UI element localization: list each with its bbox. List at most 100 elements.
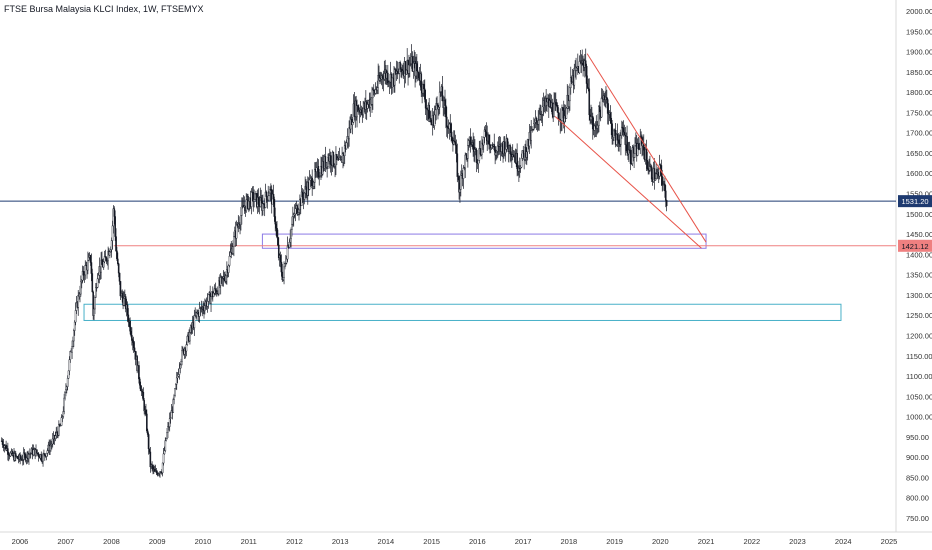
candle-body-235 [207,294,210,302]
y-tick-label-16: 1200.00 [906,331,932,340]
candle-body-533 [469,136,472,145]
badges-layer: 1531.20 1421.12 [898,195,932,252]
candle-body-433 [381,75,384,79]
price-axis[interactable]: 2000.00 1950.00 1900.00 1850.00 1800.00 1750.… [906,7,932,523]
y-tick-label-24: 800.00 [906,494,929,503]
price-badge-label-1: 1421.12 [901,242,928,251]
y-tick-label-0: 2000.00 [906,7,932,16]
candle-body-114 [101,259,103,265]
candle-body-358 [315,167,318,172]
candle-body-76 [67,370,70,379]
candle-body-55 [49,445,51,451]
chart-title: FTSE Bursa Malaysia KLCI Index, 1W, FTSE… [4,4,204,14]
candle-body-493 [434,109,437,116]
candle-body-337 [297,212,299,215]
y-tick-label-21: 950.00 [906,433,929,442]
candle-body-278 [245,199,248,212]
candle-body-260 [229,252,232,257]
candle-body-742 [653,168,656,181]
levels-layer [0,200,896,247]
y-tick-label-6: 1700.00 [906,129,932,138]
y-tick-label-25: 750.00 [906,514,929,523]
candle-body-555 [489,144,491,146]
candle-body-318 [280,261,283,273]
candle-body-156 [138,365,140,380]
x-tick-label-19: 2025 [881,537,898,546]
candle-body-196 [173,395,175,400]
candle-body-81 [72,340,74,347]
candle-body-135 [119,281,122,297]
y-tick-label-12: 1400.00 [906,250,932,259]
x-tick-label-4: 2010 [195,537,212,546]
candle-body-109 [96,278,99,288]
candle-body-319 [281,271,284,280]
y-tick-label-4: 1800.00 [906,88,932,97]
candle-body-665 [585,65,588,84]
candle-body-258 [227,265,230,273]
candle-body-147 [130,330,132,336]
candle-body-126 [111,225,114,241]
candle-body-125 [110,240,113,250]
x-tick-label-11: 2017 [515,537,532,546]
candle-body-301 [265,191,268,197]
candle-body-42 [37,453,40,457]
y-tick-label-18: 1100.00 [906,372,932,381]
time-axis[interactable]: 2006 2007 2008 2009 2010 2011 2012 2013 2014 2015… [12,537,898,546]
x-tick-label-8: 2014 [378,537,395,546]
candle-body-149 [131,340,134,343]
candle-body-243 [214,288,217,291]
candle-body-238 [210,296,212,304]
candle-body-392 [345,142,348,150]
y-tick-label-3: 1850.00 [906,68,932,77]
candle-body-696 [613,130,615,138]
candle-body-708 [623,131,626,136]
candle-body-297 [262,203,264,211]
candle-body-103 [91,273,94,293]
x-tick-label-17: 2023 [789,537,806,546]
candle-body-168 [148,448,151,453]
candle-body-195 [172,399,175,413]
candle-body-739 [650,166,653,180]
candle-body-743 [654,178,657,181]
candle-body-522 [460,174,462,190]
candle-body-564 [496,145,499,152]
candle-body-536 [472,142,474,148]
candle-body-77 [68,359,71,372]
trend-line-0 [586,53,707,243]
x-tick-label-0: 2006 [12,537,29,546]
candle-body-689 [606,99,609,114]
candle-body-468 [412,62,415,72]
candle-body-591 [520,157,523,168]
candle-body-28 [25,457,28,461]
candle-body-21 [19,454,21,460]
candle-body-16 [14,453,17,457]
candle-body-281 [248,201,250,209]
candle-body-162 [143,400,145,412]
candle-body-501 [441,86,444,102]
candle-body-527 [464,154,467,169]
candle-body-106 [94,296,96,310]
candle-body-123 [109,251,111,256]
candle-body-185 [163,450,166,455]
candle-body-562 [495,152,497,156]
candle-body-517 [455,144,458,154]
candle-body-267 [235,224,238,239]
candle-body-72 [64,391,66,399]
candle-body-550 [484,129,487,133]
candle-body-685 [603,95,606,99]
candle-body-91 [80,280,83,283]
candle-body-551 [485,131,488,137]
candle-body-473 [416,70,419,73]
candle-body-530 [467,145,469,159]
candle-body-642 [565,108,568,119]
candle-body-342 [301,191,304,198]
candle-body-702 [618,139,620,144]
candle-body-186 [164,440,167,451]
candle-body-544 [479,148,481,155]
candle-body-411 [362,108,365,116]
candle-body-615 [541,106,544,115]
candle-body-47 [42,454,44,462]
candle-body-321 [283,266,285,278]
candle-body-75 [66,378,69,387]
